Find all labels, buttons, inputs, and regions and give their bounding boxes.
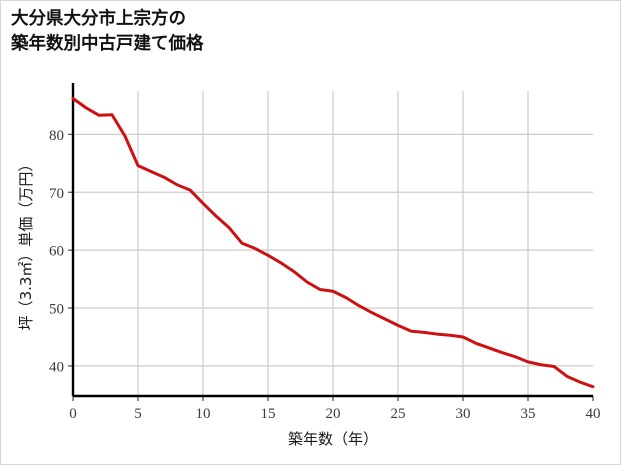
price-line-series [71, 97, 595, 389]
x-tick-label: 5 [134, 406, 142, 422]
x-axis-label: 築年数（年） [288, 430, 378, 448]
y-tick-label: 60 [49, 244, 64, 260]
x-tick-label: 20 [326, 406, 341, 422]
y-tick-label: 40 [49, 359, 64, 375]
y-tick-label: 80 [49, 128, 64, 144]
x-tick-label: 25 [391, 406, 406, 422]
y-tick-label: 70 [49, 186, 64, 202]
x-tick-label: 40 [586, 406, 601, 422]
x-tick-label: 10 [196, 406, 211, 422]
axis-spines [71, 83, 593, 398]
page-title: 大分県大分市上宗方の 築年数別中古戸建て価格 [11, 9, 204, 54]
x-tick-label: 35 [521, 406, 536, 422]
y-axis-label: 坪（3.3㎡）単価（万円） [17, 157, 35, 331]
x-tick-group: 0 5 10 15 20 25 30 35 40 [69, 396, 601, 422]
x-tick-label: 15 [261, 406, 276, 422]
x-tick-label: 30 [456, 406, 471, 422]
gridlines-group [73, 91, 593, 396]
y-tick-group: 40 50 60 70 80 [49, 128, 73, 375]
x-tick-label: 0 [69, 406, 77, 422]
y-tick-label: 50 [49, 302, 64, 318]
